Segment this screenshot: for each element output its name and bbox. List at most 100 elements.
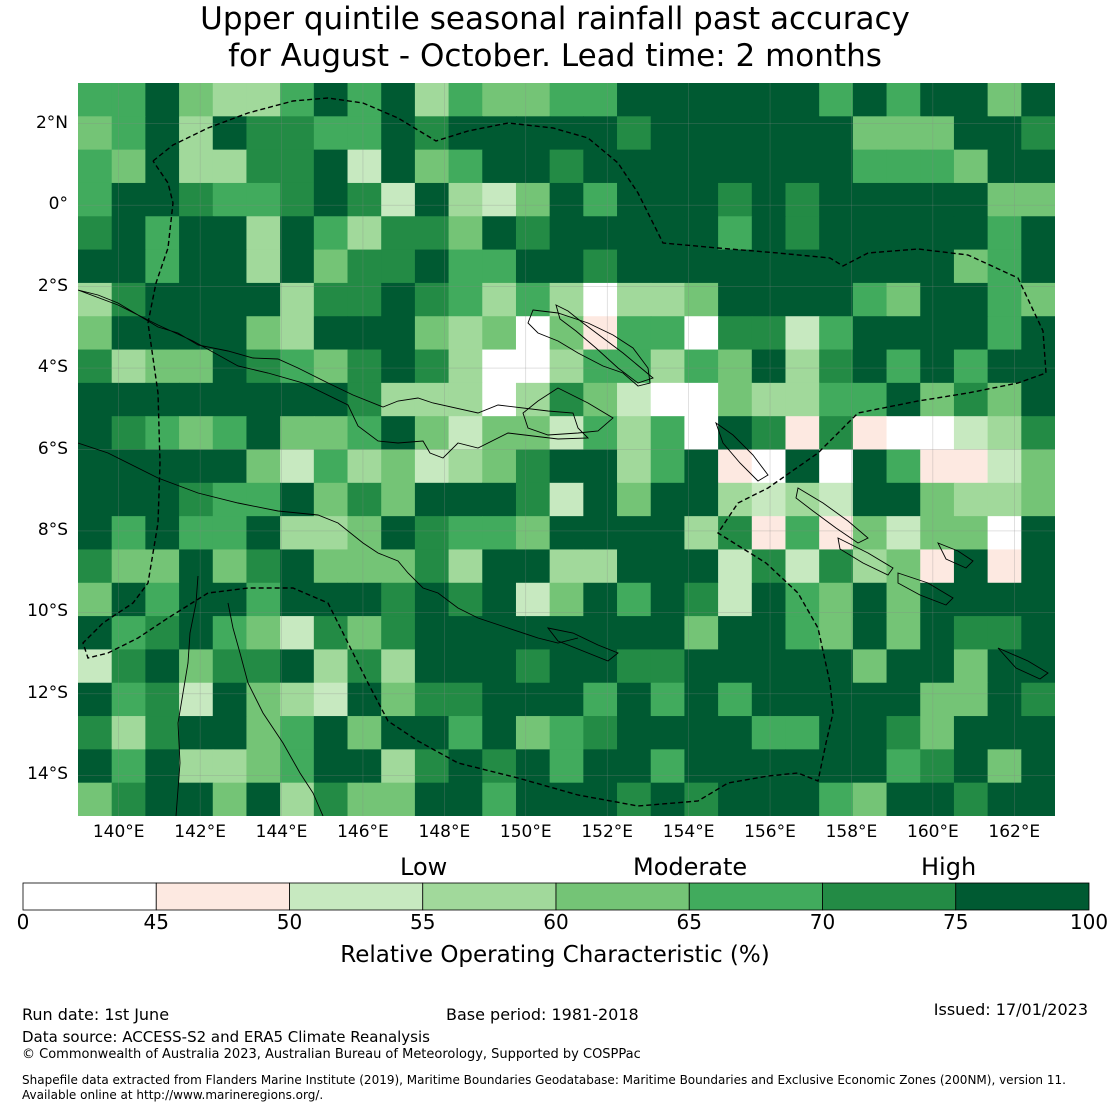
grid-cell [78, 716, 113, 750]
grid-cell [78, 216, 113, 251]
grid-cell [212, 282, 248, 317]
grid-cell [953, 349, 989, 384]
colorbar-tick: 60 [543, 910, 569, 934]
grid-cell [549, 282, 584, 317]
grid-cell [819, 716, 854, 750]
grid-cell [650, 449, 686, 484]
grid-cell [987, 249, 1022, 284]
shapefile-credit-line-2: Available online at http://www.marinereg… [22, 1088, 324, 1102]
grid-cell [920, 616, 955, 651]
grid-cell [852, 216, 888, 251]
grid-cell [953, 149, 989, 184]
grid-cell [852, 83, 888, 117]
grid-cell [347, 749, 382, 784]
grid-cell [920, 649, 955, 684]
new-britain-coastline [527, 309, 651, 387]
grid-cell [920, 216, 955, 251]
grid-cell [280, 282, 315, 317]
grid-cell [953, 749, 989, 784]
legend-label-high: High [921, 853, 977, 881]
grid-cell [987, 149, 1022, 184]
grid-cell [617, 682, 652, 717]
grid-cell [313, 449, 349, 484]
grid-cell [414, 216, 450, 251]
grid-cell [145, 449, 180, 484]
grid-cell [886, 216, 921, 251]
grid-cell [785, 482, 820, 517]
grid-cell [1021, 449, 1055, 484]
grid-cell [280, 716, 315, 750]
colorbar-tick: 45 [143, 910, 169, 934]
grid-cell [617, 83, 652, 117]
grid-cell [1021, 749, 1055, 784]
grid-cell [414, 316, 450, 351]
grid-cell [515, 249, 551, 284]
grid-cell [246, 83, 281, 117]
grid-cell [583, 682, 618, 717]
grid-cell [482, 182, 517, 217]
grid-cell [482, 282, 517, 317]
grid-cell [111, 782, 146, 816]
grid-cell [515, 782, 551, 816]
grid-cell [617, 216, 652, 251]
grid-cell [953, 316, 989, 351]
grid-cell [549, 549, 584, 584]
grid-cell [751, 416, 787, 451]
grid-cell [718, 749, 753, 784]
grid-cell [280, 182, 315, 217]
grid-cell [347, 249, 382, 284]
grid-cell [718, 582, 753, 617]
colorbar [22, 882, 1090, 911]
grid-cell [549, 449, 584, 484]
grid-cell [313, 716, 349, 750]
grid-cell [515, 416, 551, 451]
grid-cell [650, 282, 686, 317]
grid-cell [617, 716, 652, 750]
grid-cell [448, 582, 483, 617]
grid-cell [482, 83, 517, 117]
grid-cell [617, 249, 652, 284]
grid-cell [650, 382, 686, 417]
grid-cell [448, 182, 483, 217]
grid-cell [280, 782, 315, 816]
grid-cell [145, 182, 180, 217]
grid-cell [414, 749, 450, 784]
grid-cell [246, 316, 281, 351]
grid-cell [515, 516, 551, 551]
grid-cell [347, 716, 382, 750]
grid-cell [617, 116, 652, 151]
grid-cell [313, 582, 349, 617]
grid-cell [212, 382, 248, 417]
grid-cell [313, 316, 349, 351]
shapefile-credit-line-1: Shapefile data extracted from Flanders M… [22, 1073, 1066, 1087]
grid-cell [313, 216, 349, 251]
grid-cell [78, 116, 113, 151]
grid-cell [111, 182, 146, 217]
grid-cell [785, 616, 820, 651]
grid-cell [549, 249, 584, 284]
grid-cell [111, 482, 146, 517]
run-date: Run date: 1st June [22, 1005, 170, 1024]
grid-cell [718, 116, 753, 151]
solomon-islands-coastline-3 [897, 572, 954, 606]
grid-cell [886, 449, 921, 484]
grid-cell [1021, 416, 1055, 451]
grid-cell [482, 582, 517, 617]
grid-cell [852, 449, 888, 484]
grid-cell [381, 482, 416, 517]
grid-cell [179, 349, 214, 384]
grid-cell [515, 582, 551, 617]
lat-tick-label: 2°S [37, 275, 68, 296]
grid-cell [718, 482, 753, 517]
grid-cell [819, 83, 854, 117]
grid-cell [179, 682, 214, 717]
grid-cell [819, 582, 854, 617]
grid-cell [381, 282, 416, 317]
grid-cell [920, 549, 955, 584]
grid-cell [313, 249, 349, 284]
grid-cell [819, 416, 854, 451]
grid-cell [785, 682, 820, 717]
grid-cell [1021, 516, 1055, 551]
grid-cell [650, 83, 686, 117]
grid-cell [482, 249, 517, 284]
